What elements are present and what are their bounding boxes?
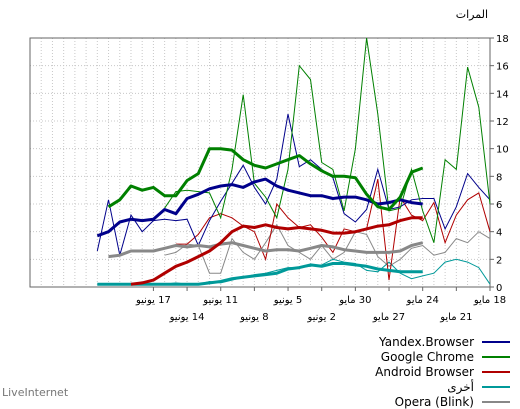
plot-frame xyxy=(29,37,491,288)
legend-item-other: أخرى xyxy=(210,379,510,394)
series-daily-line xyxy=(96,113,491,256)
legend-label: أخرى xyxy=(447,379,474,394)
y-tick-label: 8 xyxy=(496,172,502,183)
legend-item-android: Android Browser xyxy=(210,364,510,379)
x-tick-label: 11 يونيو xyxy=(202,295,238,306)
y-tick-label: 6 xyxy=(496,200,502,211)
legend-label: Android Browser xyxy=(375,364,474,379)
legend: Yandex.Browser Google Chrome Android Bro… xyxy=(210,334,510,409)
legend-item-chrome: Google Chrome xyxy=(210,349,510,364)
x-tick-label: 2 يونيو xyxy=(306,312,335,323)
legend-swatch xyxy=(482,370,510,373)
series-daily-line xyxy=(164,258,491,285)
legend-swatch xyxy=(482,385,510,388)
legend-label: Google Chrome xyxy=(380,349,474,364)
x-tick-label: 21 مايو xyxy=(439,312,472,323)
source-label: LiveInternet xyxy=(2,386,69,399)
series-trend-line xyxy=(108,241,424,259)
x-tick-label: 8 يونيو xyxy=(239,312,268,323)
x-tick-label: 5 يونيو xyxy=(273,295,302,306)
trend-series xyxy=(96,147,424,286)
x-tick-label: 27 مايو xyxy=(372,312,405,323)
y-tick-label: 12 xyxy=(496,117,509,128)
y-tick-label: 14 xyxy=(496,89,509,100)
x-tick-label: 14 يونيو xyxy=(169,312,205,323)
series-trend-line xyxy=(107,147,424,211)
y-tick-label: 10 xyxy=(496,145,509,156)
x-tick-label: 24 مايو xyxy=(406,295,439,306)
series-trend-line xyxy=(97,262,423,286)
legend-label: Yandex.Browser xyxy=(379,334,474,349)
series-daily-line xyxy=(164,223,491,274)
legend-swatch xyxy=(482,355,510,358)
y-tick-label: 18 xyxy=(496,34,509,45)
y-tick-label: 2 xyxy=(496,255,502,266)
y-tick-label: 0 xyxy=(496,283,502,294)
series-trend-line xyxy=(130,216,423,286)
legend-item-opera: Opera (Blink) xyxy=(210,394,510,409)
series-daily-line xyxy=(164,37,491,243)
legend-swatch xyxy=(482,400,510,403)
x-tick-label: 18 مايو xyxy=(473,295,506,306)
daily-series xyxy=(96,37,491,285)
x-tick-label: 30 مايو xyxy=(338,295,371,306)
y-axis-label: المرات xyxy=(456,8,488,21)
y-axis-ticks: 0 2 4 6 8 10 12 14 16 18 xyxy=(490,34,509,294)
legend-swatch xyxy=(482,340,510,343)
y-tick-label: 16 xyxy=(496,62,509,73)
x-tick-label: 17 يونيو xyxy=(135,295,171,306)
legend-item-yandex: Yandex.Browser xyxy=(210,334,510,349)
y-tick-label: 4 xyxy=(496,228,502,239)
series-trend-line xyxy=(96,177,423,238)
legend-label: Opera (Blink) xyxy=(394,394,474,409)
